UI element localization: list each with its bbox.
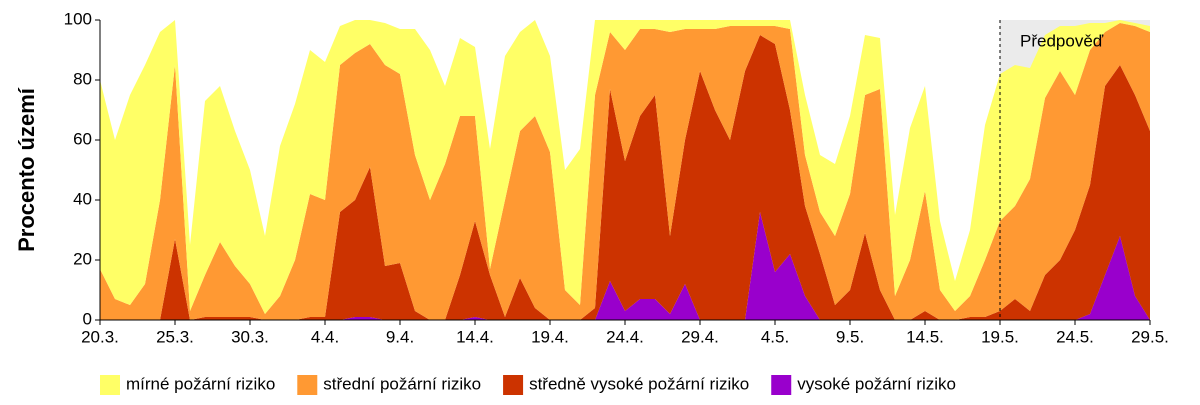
x-tick-label: 19.5. <box>981 327 1019 346</box>
x-tick-label: 14.4. <box>456 327 494 346</box>
area <box>100 23 1150 320</box>
y-tick-label: 20 <box>73 249 92 268</box>
forecast-label: Předpověď <box>1020 31 1104 50</box>
legend-label: střední požární riziko <box>323 374 481 393</box>
x-tick-label: 9.5. <box>836 327 864 346</box>
legend-label: mírné požární riziko <box>126 374 275 393</box>
legend-label: středně vysoké požární riziko <box>529 374 749 393</box>
x-tick-label: 14.5. <box>906 327 944 346</box>
x-tick-label: 29.4. <box>681 327 719 346</box>
legend-swatch <box>100 375 120 395</box>
x-tick-label: 9.4. <box>386 327 414 346</box>
x-tick-label: 29.5. <box>1131 327 1169 346</box>
area <box>100 20 1150 314</box>
x-tick-label: 25.3. <box>156 327 194 346</box>
x-tick-label: 20.3. <box>81 327 119 346</box>
legend-swatch <box>771 375 792 395</box>
area <box>100 35 1150 320</box>
x-tick-label: 19.4. <box>531 327 569 346</box>
y-tick-label: 60 <box>73 129 92 148</box>
y-tick-label: 100 <box>64 9 92 28</box>
x-tick-label: 4.4. <box>311 327 339 346</box>
y-axis-label: Procento území <box>14 87 39 252</box>
x-tick-label: 24.4. <box>606 327 644 346</box>
x-tick-label: 4.5. <box>761 327 789 346</box>
legend-swatch <box>503 375 524 395</box>
legend-label: vysoké požární riziko <box>797 374 956 393</box>
y-tick-label: 80 <box>73 69 92 88</box>
x-tick-label: 30.3. <box>231 327 269 346</box>
legend-swatch <box>297 375 318 395</box>
y-tick-label: 0 <box>83 309 92 328</box>
y-tick-label: 40 <box>73 189 92 208</box>
x-tick-label: 24.5. <box>1056 327 1094 346</box>
